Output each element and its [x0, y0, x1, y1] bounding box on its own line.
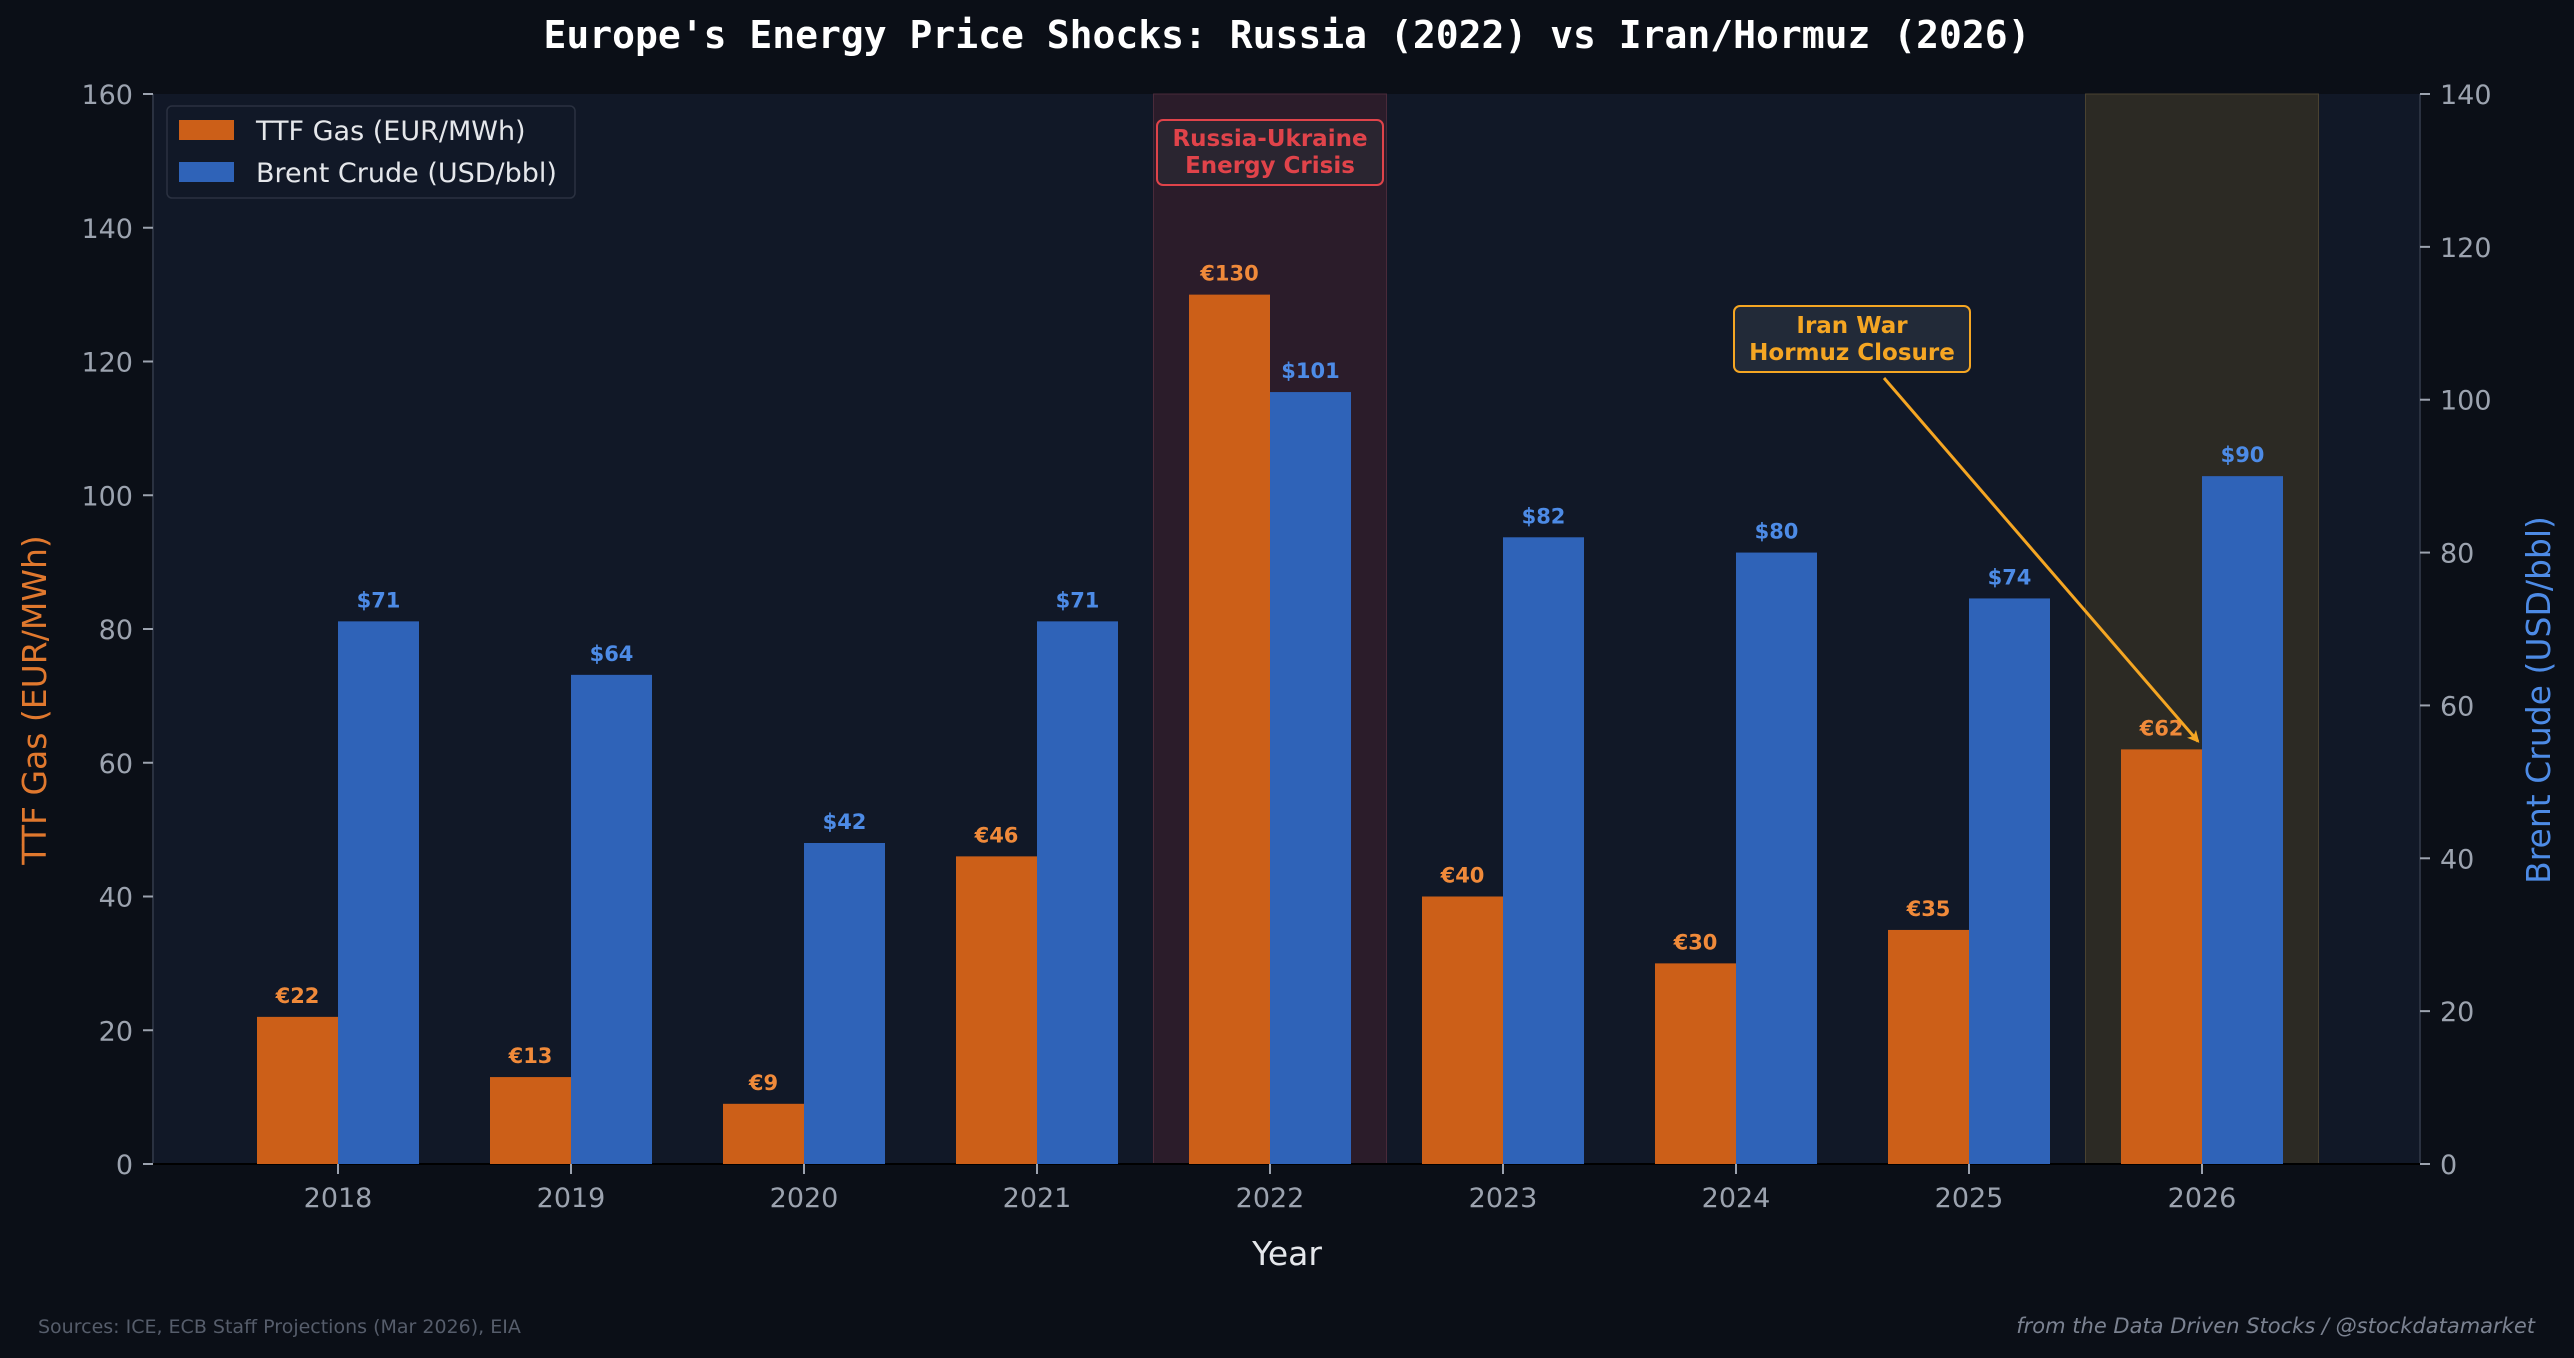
annotation-text-russia-line2: Energy Crisis [1185, 153, 1355, 179]
y-tick-right-label: 40 [2440, 844, 2474, 875]
bar-ttf-gas-2022 [1189, 294, 1270, 1164]
y-tick-left-label: 60 [99, 749, 133, 780]
data-label-ttf-gas-2020: €9 [748, 1071, 778, 1095]
bar-ttf-gas-2024 [1655, 963, 1736, 1164]
data-label-ttf-gas-2021: €46 [974, 823, 1019, 847]
annotation-text-iran-line1: Iran War [1796, 313, 1908, 339]
y-tick-left-label: 100 [81, 481, 133, 512]
x-tick-label-2022: 2022 [1236, 1183, 1305, 1214]
x-tick-label-2020: 2020 [770, 1183, 839, 1214]
data-label-ttf-gas-2023: €40 [1440, 864, 1485, 888]
bar-brent-crude-2026 [2202, 476, 2283, 1165]
y-tick-left-label: 140 [81, 214, 133, 245]
y-tick-right-label: 80 [2440, 539, 2474, 570]
y-tick-right-label: 0 [2440, 1150, 2457, 1181]
y-tick-left-label: 120 [81, 348, 133, 379]
y-tick-left-label: 0 [116, 1150, 133, 1181]
x-tick-label-2024: 2024 [1702, 1183, 1771, 1214]
y-axis-label-left: TTF Gas (EUR/MWh) [15, 535, 54, 866]
bar-brent-crude-2023 [1503, 537, 1584, 1164]
y-tick-left-label: 20 [99, 1016, 133, 1047]
annotation-box-russia-ukraine [1156, 119, 1384, 186]
chart-title: Europe's Energy Price Shocks: Russia (20… [543, 13, 2030, 57]
x-tick-label-2026: 2026 [2168, 1183, 2237, 1214]
x-tick-label-2021: 2021 [1003, 1183, 1072, 1214]
data-label-brent-crude-2025: $74 [1988, 565, 2032, 589]
data-label-brent-crude-2023: $82 [1522, 504, 1566, 528]
bar-ttf-gas-2025 [1888, 929, 1969, 1164]
credit-footnote: from the Data Driven Stocks / @stockdata… [2016, 1314, 2535, 1338]
legend-swatch-brent-crude [179, 162, 234, 182]
annotation-text-iran-line2: Hormuz Closure [1749, 340, 1955, 366]
x-tick-label-2025: 2025 [1935, 1183, 2004, 1214]
bar-brent-crude-2024 [1736, 552, 1817, 1164]
annotation-box-iran-hormuz [1733, 305, 1971, 373]
data-label-brent-crude-2022: $101 [1281, 359, 1339, 383]
annotation-text-russia-line1: Russia-Ukraine [1172, 126, 1367, 152]
y-tick-right-label: 20 [2440, 997, 2474, 1028]
bar-ttf-gas-2018 [257, 1016, 338, 1164]
bar-ttf-gas-2026 [2121, 749, 2202, 1164]
bar-ttf-gas-2019 [490, 1077, 571, 1164]
data-label-brent-crude-2019: $64 [590, 642, 634, 666]
bar-brent-crude-2025 [1969, 598, 2050, 1164]
data-label-ttf-gas-2025: €35 [1906, 897, 1951, 921]
bar-ttf-gas-2021 [956, 856, 1037, 1164]
y-tick-right-label: 60 [2440, 691, 2474, 722]
bar-brent-crude-2019 [571, 674, 652, 1164]
data-label-brent-crude-2021: $71 [1056, 588, 1100, 612]
data-label-ttf-gas-2022: €130 [1199, 262, 1258, 286]
data-label-brent-crude-2026: $90 [2221, 443, 2265, 467]
bar-brent-crude-2021 [1037, 621, 1118, 1164]
bar-brent-crude-2018 [338, 621, 419, 1164]
bar-ttf-gas-2023 [1422, 896, 1503, 1164]
legend-swatch-ttf-gas [179, 120, 234, 140]
annotation-arrow-iran-hormuz [1882, 377, 2200, 743]
x-tick-label-2023: 2023 [1469, 1183, 1538, 1214]
y-tick-left-label: 160 [81, 80, 133, 111]
legend-label-brent-crude: Brent Crude (USD/bbl) [256, 158, 557, 189]
x-tick-label-2019: 2019 [537, 1183, 606, 1214]
y-tick-left-label: 40 [99, 883, 133, 914]
y-axis-label-right: Brent Crude (USD/bbl) [2519, 516, 2558, 884]
y-tick-right-label: 100 [2440, 386, 2492, 417]
y-tick-right-label: 140 [2440, 80, 2492, 111]
legend-box [166, 105, 576, 199]
y-tick-left-label: 80 [99, 615, 133, 646]
legend-label-ttf-gas: TTF Gas (EUR/MWh) [255, 116, 526, 147]
y-tick-right-label: 120 [2440, 233, 2492, 264]
x-axis-label: Year [1251, 1234, 1322, 1273]
data-label-ttf-gas-2026: €62 [2139, 716, 2184, 740]
bar-ttf-gas-2020 [723, 1103, 804, 1164]
data-label-brent-crude-2024: $80 [1755, 520, 1799, 544]
data-label-ttf-gas-2024: €30 [1673, 930, 1718, 954]
data-label-ttf-gas-2018: €22 [275, 984, 320, 1008]
bar-brent-crude-2020 [804, 843, 885, 1164]
sources-footnote: Sources: ICE, ECB Staff Projections (Mar… [38, 1316, 521, 1338]
data-label-brent-crude-2018: $71 [357, 588, 401, 612]
data-label-ttf-gas-2019: €13 [508, 1044, 553, 1068]
bar-brent-crude-2022 [1270, 392, 1351, 1165]
data-label-brent-crude-2020: $42 [823, 810, 867, 834]
x-tick-label-2018: 2018 [304, 1183, 373, 1214]
